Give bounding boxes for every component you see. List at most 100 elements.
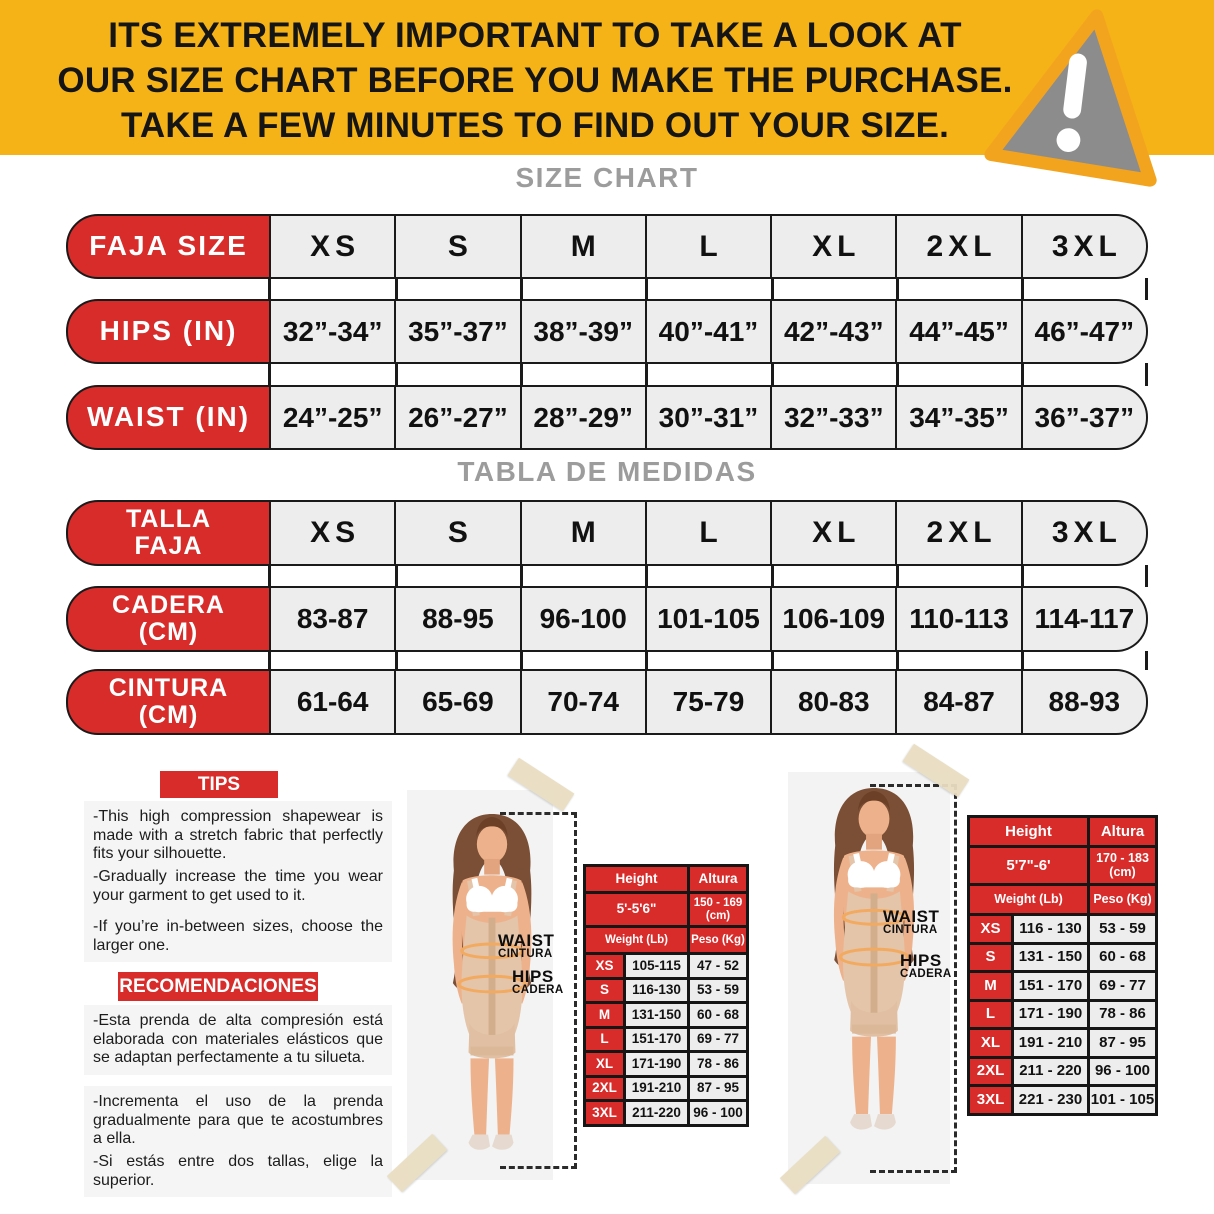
tip-item: -This high compression shapewear is made… [84,801,392,871]
kg-value: 101 - 105 [1090,1087,1155,1113]
row-label-waist: WAIST (IN) [66,385,271,450]
lb-value: 151-170 [626,1028,687,1050]
warning-banner: ITS EXTREMELY IMPORTANT TO TAKE A LOOK A… [0,0,1214,155]
cintura-cell: 65-69 [396,669,522,735]
cadera-label: CADERA [512,984,564,996]
dashed-frame [870,784,957,1173]
size-label: XL [970,1030,1011,1056]
size-label: S [970,944,1011,970]
row-label-talla-faja: TALLA FAJA [66,500,271,566]
kg-value: 60 - 68 [1090,944,1155,970]
hips-cell: 32”-34” [271,299,397,364]
column-connectors [66,278,1148,300]
column-connectors [66,565,1148,587]
size-label: M [970,973,1011,999]
banner-line-1: ITS EXTREMELY IMPORTANT TO TAKE A LOOK A… [108,16,962,55]
banner-text: ITS EXTREMELY IMPORTANT TO TAKE A LOOK A… [20,13,1050,148]
waist-cell: 32”-33” [772,385,898,450]
size-cell: 3XL [1022,214,1148,279]
size-label: XL [586,1053,623,1075]
cintura-label: CINTURA [498,948,553,960]
hips-cell: 35”-37” [396,299,522,364]
peso-kg-header: Peso (Kg) [1090,886,1155,913]
recomendacion-item: -Esta prenda de alta compresión está ela… [84,1005,392,1075]
hips-label: HIPS [512,967,554,986]
kg-value: 87 - 95 [690,1077,746,1099]
height-range: 5'-5'6" [586,894,687,925]
kg-value: 69 - 77 [1090,973,1155,999]
row-cadera-cm: CADERA (CM) 83-87 88-95 96-100 101-105 1… [66,586,1148,652]
size-cell: 2XL [897,214,1023,279]
size-label: 3XL [586,1102,623,1124]
size-label: 3XL [970,1087,1011,1113]
row-label-cintura: CINTURA (CM) [66,669,271,735]
size-label: 2XL [970,1058,1011,1084]
row-talla-faja: TALLA FAJA XS S M L XL 2XL 3XL [66,500,1148,566]
waist-label: WAIST [498,931,555,950]
size-cell: 3XL [1022,500,1148,566]
kg-value: 96 - 100 [690,1102,746,1124]
hips-label: HIPS [900,951,942,970]
row-waist-in: WAIST (IN) 24”-25” 26”-27” 28”-29” 30”-3… [66,385,1148,450]
cadera-cell: 83-87 [271,586,397,652]
hips-cell: 46”-47” [1022,299,1148,364]
cadera-cell: 106-109 [772,586,898,652]
waist-cell: 26”-27” [396,385,522,450]
banner-line-2: OUR SIZE CHART BEFORE YOU MAKE THE PURCH… [57,61,1013,100]
lb-value: 151 - 170 [1014,973,1087,999]
row-label-hips: HIPS (IN) [66,299,271,364]
height-range: 5'7"-6' [970,848,1087,883]
size-cell: XL [772,500,898,566]
altura-range: 150 - 169 (cm) [690,894,746,925]
cadera-cell: 96-100 [521,586,647,652]
cadera-cell: 110-113 [897,586,1023,652]
size-cell: S [396,214,522,279]
tip-item: -If you’re in-between sizes, choose the … [84,911,392,962]
hips-cell: 44”-45” [897,299,1023,364]
kg-value: 53 - 59 [690,979,746,1001]
kg-value: 47 - 52 [690,955,746,977]
weight-lb-header: Weight (Lb) [586,928,687,952]
hips-measure-label: HIPS CADERA [900,952,952,981]
waist-cell: 34”-35” [897,385,1023,450]
banner-line-3: TAKE A FEW MINUTES TO FIND OUT YOUR SIZE… [120,106,950,145]
tips-heading: TIPS [160,771,278,798]
recomendaciones-heading: RECOMENDACIONES [118,972,318,1001]
kg-value: 78 - 86 [1090,1001,1155,1027]
size-cell: M [521,500,647,566]
cintura-cell: 80-83 [772,669,898,735]
size-label: 2XL [586,1077,623,1099]
hips-cell: 42”-43” [772,299,898,364]
lb-value: 191-210 [626,1077,687,1099]
row-label-cadera: CADERA (CM) [66,586,271,652]
kg-value: 60 - 68 [690,1004,746,1026]
waist-measure-label: WAIST CINTURA [498,932,554,961]
cintura-cell: 88-93 [1022,669,1148,735]
cadera-label: CADERA [900,968,952,980]
lb-value: 171 - 190 [1014,1001,1087,1027]
hips-cell: 40”-41” [646,299,773,364]
lb-value: 116-130 [626,979,687,1001]
size-label: S [586,979,623,1001]
model-illustration [452,813,532,1150]
waist-measure-label: WAIST CINTURA [883,908,939,937]
warning-triangle-icon [984,9,1157,187]
waist-cell: 36”-37” [1022,385,1148,450]
size-label: XS [970,916,1011,942]
lb-value: 131-150 [626,1004,687,1026]
row-faja-size: FAJA SIZE XS S M L XL 2XL 3XL [66,214,1148,279]
lb-value: 211 - 220 [1014,1058,1087,1084]
cintura-label: CINTURA [883,924,938,936]
altura-range: 170 - 183 (cm) [1090,848,1155,883]
size-label: L [586,1028,623,1050]
size-cell: XL [772,214,898,279]
waist-cell: 30”-31” [646,385,773,450]
size-label: L [970,1001,1011,1027]
row-hips-in: HIPS (IN) 32”-34” 35”-37” 38”-39” 40”-41… [66,299,1148,364]
section-title-tabla-medidas: TABLA DE MEDIDAS [457,456,757,487]
cadera-cell: 114-117 [1022,586,1148,652]
cadera-cell: 101-105 [646,586,773,652]
row-label-faja-size: FAJA SIZE [66,214,271,279]
model-illustration [833,787,915,1130]
